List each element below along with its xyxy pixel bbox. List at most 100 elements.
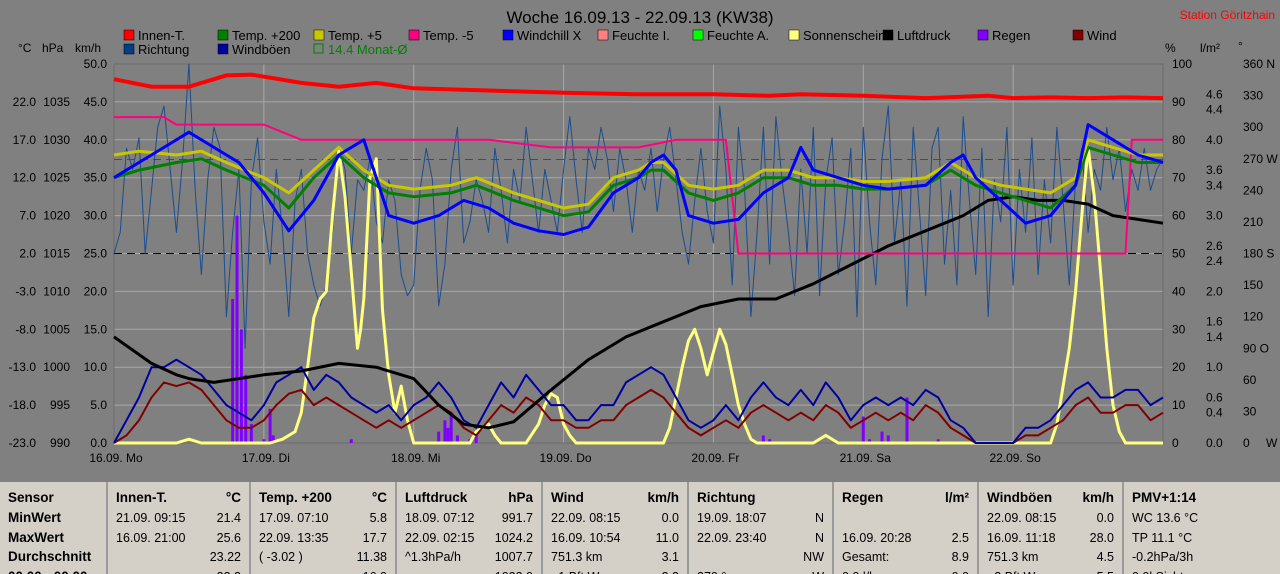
table-cell-value: 17.7 [362, 530, 387, 545]
table-cell-row: 22.09. 02:15 1024.2 [397, 528, 541, 548]
series-line-t200 [113, 145, 1163, 218]
series-line-sonne [114, 145, 1163, 445]
y-tick-direction: 150 [1243, 278, 1263, 292]
y-tick-rain: 4.4 [1206, 102, 1223, 116]
table-cell-row: 18.09. 07:12 991.7 [397, 508, 541, 528]
chart-title: Woche 16.09.13 - 22.09.13 (KW38) [506, 8, 773, 27]
legend-label: Luftdruck [897, 28, 951, 43]
y-tick-wind: 40.0 [84, 133, 108, 147]
table-cell-label: 22.09. 08:15 [987, 511, 1057, 525]
rain-bar [239, 329, 243, 443]
table-column: Richtung 19.09. 18:07 N 22.09. 23:40 N NW 270 … [689, 482, 834, 574]
y-tick-rain: 2.4 [1206, 254, 1223, 268]
y-tick-wind: 0.0 [90, 436, 107, 450]
table-column: PMV+1:14 WC 13.6 °C TP 11.1 °C -0.2hPa/3h 0.… [1124, 482, 1278, 574]
legend-label: Feuchte A. [707, 28, 769, 43]
rain-bar [474, 431, 478, 443]
table-header: Luftdruck hPa [397, 488, 541, 508]
y-tick-wind: 50.0 [84, 57, 108, 71]
legend-label: 14.4 Monat-Ø [328, 42, 408, 57]
y-tick-rain: 0.0 [1206, 436, 1223, 450]
legend-label: Regen [992, 28, 1030, 43]
series-line-tminus5 [114, 116, 1163, 255]
y-tick-rain: 4.0 [1206, 133, 1223, 147]
table-cell-value: 3.3 [662, 567, 679, 574]
table-cell-value: 25.6 [216, 530, 241, 545]
table-cell-label: Temp. +200 [259, 490, 332, 505]
station-label: Station Göritzhain [1180, 8, 1275, 22]
series-line-boeen [113, 358, 1164, 444]
y-tick-rain: 0.6 [1206, 391, 1223, 405]
y-tick-pressure: 990 [50, 436, 70, 450]
table-cell-label: 22.09. 08:15 [551, 511, 621, 525]
rain-bar [886, 435, 890, 443]
table-cell-label: Luftdruck [405, 490, 468, 505]
legend-swatch [788, 29, 800, 41]
legend-swatch [123, 43, 135, 55]
y-tick-rain: 2.6 [1206, 239, 1223, 253]
y-tick-humidity: 30 [1172, 322, 1186, 336]
table-header: Wind km/h [543, 488, 687, 508]
legend-label: Feuchte I. [612, 28, 670, 43]
y-tick-pressure: 1000 [43, 360, 70, 374]
legend-label: Windböen [232, 42, 291, 57]
rain-bar [905, 397, 909, 443]
y-tick-rain: 1.4 [1206, 330, 1223, 344]
table-cell-row: Gesamt: 8.9 [834, 547, 977, 567]
table-cell-row: TP 11.1 °C [1124, 528, 1278, 548]
rain-bar [262, 439, 266, 443]
table-cell-label: 21.09. 09:15 [116, 511, 186, 525]
table-cell-label: 0.0l Sicht [1132, 567, 1183, 574]
table-cell-value: 0.0 [661, 511, 679, 525]
y-tick-direction: 180 S [1243, 247, 1274, 261]
table-cell-value: 11.38 [356, 550, 387, 564]
y-tick-temp: -3.0 [15, 284, 36, 298]
table-cell-label: 00.00 - 00.00 [8, 567, 88, 574]
table-cell-label: ( -3.02 ) [259, 550, 303, 564]
legend-label: Windchill X [517, 28, 582, 43]
y-tick-rain: 3.6 [1206, 163, 1223, 177]
table-cell-value: 16.0 [363, 567, 387, 574]
table-cell-value: 5.8 [369, 511, 387, 525]
unit-pressure: hPa [42, 41, 64, 55]
rain-bar [443, 420, 447, 443]
table-cell-label: 16.09. 10:54 [551, 530, 621, 545]
table-cell-value: 8.9 [951, 550, 969, 564]
rain-bar [271, 435, 275, 443]
rain-bar [235, 215, 239, 443]
table-column: Regen l/m² 16.09. 20:28 2.5 Gesamt: 8.9 0.0 l/… [834, 482, 979, 574]
table-header: Richtung [689, 488, 832, 508]
unit-direction-bottom: W [1266, 436, 1278, 450]
table-cell-row: ( -3.02 ) 11.38 [251, 547, 395, 567]
y-tick-humidity: 50 [1172, 247, 1186, 261]
table-header: Durchschnitt [0, 547, 106, 567]
table-cell-value: 28.0 [1089, 530, 1114, 545]
series-line-t5 [113, 138, 1163, 210]
table-cell-value: NW [803, 550, 824, 564]
table-cell-label: 16.09. 20:28 [842, 530, 912, 545]
stats-table: Sensor MinWert MaxWert Durchschnitt 00.00 - … [0, 482, 1280, 574]
y-tick-pressure: 1010 [43, 284, 70, 298]
table-cell-label: ~2 Bft W [987, 567, 1035, 574]
table-header: MinWert [0, 508, 106, 528]
weather-chart: Woche 16.09.13 - 22.09.13 (KW38) Station… [8, 8, 1279, 465]
table-cell-row: ~2 Bft W 5.5 [979, 567, 1122, 574]
table-header: PMV+1:14 [1124, 488, 1278, 508]
table-cell-label: 751.3 km [551, 550, 603, 564]
table-cell-value: hPa [508, 490, 533, 505]
table-cell-row: 0.0l Sicht [1124, 567, 1278, 574]
y-tick-wind: 10.0 [84, 360, 108, 374]
table-cell-value: 991.7 [501, 511, 533, 525]
rain-bar [249, 424, 253, 443]
table-cell-label: 22.09. 13:35 [259, 530, 329, 545]
y-tick-temp: -8.0 [15, 322, 36, 336]
table-cell-label: 22.09. 23:40 [697, 530, 767, 545]
rain-bar [868, 439, 872, 443]
table-cell-row: 19.09. 18:07 N [689, 508, 832, 528]
unit-temperature: °C [18, 41, 32, 55]
rain-bar [231, 298, 235, 443]
series-line-innen [113, 72, 1164, 101]
legend-label: Sonnenschein [803, 28, 885, 43]
unit-humidity: % [1165, 41, 1176, 55]
table-cell-label: 16.09. 11:18 [987, 530, 1056, 545]
